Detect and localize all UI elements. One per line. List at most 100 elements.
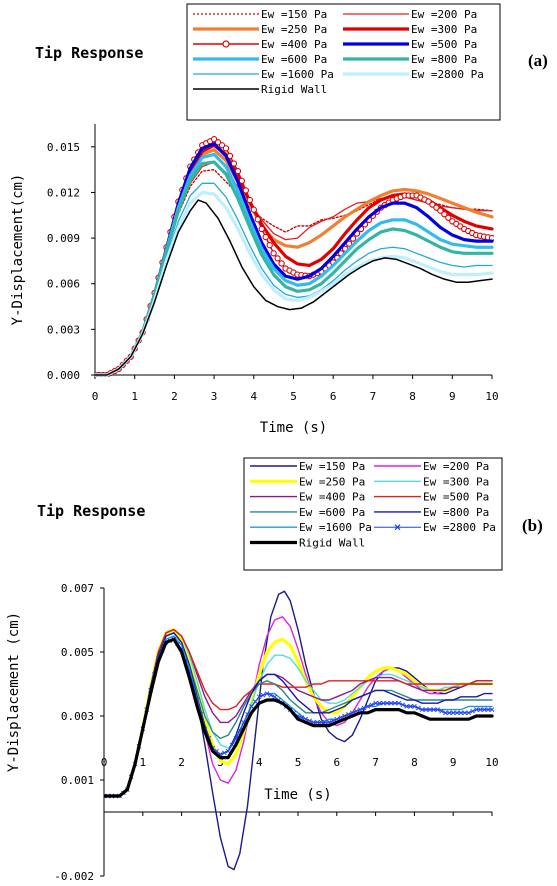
legend-entry: Ew =1600 Pa	[261, 68, 334, 81]
series-line	[95, 138, 493, 376]
plot-area	[104, 590, 494, 871]
series-marker	[318, 720, 324, 725]
legend-entry: Ew =300 Pa	[423, 475, 489, 488]
series-marker	[377, 700, 382, 706]
series-marker	[242, 187, 250, 194]
series-marker	[264, 691, 270, 696]
series-marker	[433, 204, 440, 211]
series-marker	[373, 700, 378, 706]
legend-entry: Ew =200 Pa	[423, 460, 489, 473]
series-marker	[400, 702, 406, 708]
y-tick-label: 0.000	[47, 369, 80, 382]
x-tick-label: 10	[485, 756, 498, 769]
legend-entry: Ew =500 Pa	[423, 491, 489, 504]
series-marker	[462, 710, 468, 716]
x-tick-label: 3	[211, 390, 218, 403]
series-marker	[427, 707, 433, 712]
series-marker	[234, 168, 242, 175]
legend-entry: Rigid Wall	[261, 83, 327, 96]
series-marker	[258, 225, 265, 233]
legend-entry: Ew =500 Pa	[411, 38, 477, 51]
series-marker	[384, 700, 390, 706]
series-marker	[446, 710, 452, 716]
series-marker	[478, 707, 483, 712]
series-marker	[474, 707, 479, 712]
legend-entry: Ew =250 Pa	[299, 475, 365, 488]
x-tick-label: 10	[485, 390, 498, 403]
legend-entry: Ew =600 Pa	[299, 506, 365, 519]
legend-entry: Ew =400 Pa	[261, 38, 327, 51]
series-marker	[218, 142, 226, 149]
series-marker	[315, 720, 320, 725]
series-marker	[246, 196, 253, 204]
series-marker	[256, 694, 262, 700]
x-tick-label: 2	[171, 390, 178, 403]
y-tick-label: 0.003	[47, 323, 80, 336]
x-axis-label: Time (s)	[260, 420, 327, 436]
legend-entry: Ew =800 Pa	[411, 53, 477, 66]
legend-entry: Ew =200 Pa	[411, 8, 477, 21]
x-tick-label: 8	[409, 390, 416, 403]
legend: Ew =150 Pa Ew =200 Pa Ew =250 Pa Ew =300 Pa…	[243, 457, 503, 571]
series-marker	[252, 699, 258, 704]
series-line	[104, 637, 494, 798]
series-line	[95, 152, 494, 377]
series-marker	[458, 710, 464, 716]
series-marker	[369, 702, 375, 708]
series-marker	[230, 160, 238, 167]
series-marker	[425, 198, 432, 205]
series-marker	[431, 707, 437, 712]
x-tick-label: 7	[372, 756, 379, 769]
panel-label: (a)	[528, 51, 548, 70]
series-marker	[357, 707, 363, 712]
legend-entry: Ew =1600 Pa	[299, 521, 372, 534]
legend-entry: Ew =800 Pa	[423, 506, 489, 519]
series-marker	[489, 707, 494, 712]
x-tick-label: 9	[449, 390, 456, 403]
legend-entry: Ew =250 Pa	[261, 23, 327, 36]
series-marker	[404, 704, 409, 709]
series-marker	[392, 700, 398, 706]
series-marker	[485, 707, 491, 712]
series-marker	[481, 707, 487, 712]
series-marker	[443, 710, 448, 716]
series-marker	[450, 710, 456, 716]
legend-entry: Ew =150 Pa	[299, 460, 365, 473]
plot-area	[95, 136, 494, 377]
x-tick-label: 9	[450, 756, 457, 769]
series-marker	[435, 707, 441, 712]
series-marker	[250, 206, 257, 213]
legend-box	[243, 457, 503, 571]
x-tick-label: 6	[330, 390, 337, 403]
legend-entry: Ew =150 Pa	[261, 8, 327, 21]
series-marker	[266, 242, 273, 249]
legend-entry: Ew =2800 Pa	[423, 521, 496, 534]
x-tick-label: 8	[411, 756, 418, 769]
series-marker	[322, 720, 328, 725]
legend-entry: Ew =300 Pa	[411, 23, 477, 36]
series-marker	[214, 139, 222, 146]
series-line	[104, 632, 493, 797]
series-marker	[439, 708, 444, 714]
y-axis-label: Y-Displacement(cm)	[10, 174, 26, 326]
series-marker	[268, 692, 274, 698]
legend: Ew =150 Pa Ew =200 Pa Ew =250 Pa Ew =300 Pa…	[186, 3, 501, 121]
y-tick-label: 0.009	[47, 232, 80, 245]
series-marker	[388, 700, 394, 706]
panel-label: (b)	[522, 516, 543, 535]
series-marker	[445, 214, 452, 221]
series-marker	[210, 136, 218, 143]
series-marker	[429, 201, 436, 208]
x-tick-label: 6	[333, 756, 340, 769]
series-marker	[454, 710, 460, 716]
chart-panel-b: Tip Response(b)0 1 2 3 4 5 6 7 8 9 10-0.0020.0010.…	[6, 457, 543, 883]
legend-box	[186, 3, 501, 121]
x-tick-label: 2	[178, 756, 185, 769]
y-tick-label: 0.015	[47, 141, 80, 154]
series-line	[95, 143, 494, 377]
series-line	[104, 628, 493, 797]
series-marker	[249, 704, 254, 709]
x-tick-label: 4	[250, 390, 257, 403]
series-marker	[221, 750, 227, 756]
legend-marker	[394, 524, 401, 531]
